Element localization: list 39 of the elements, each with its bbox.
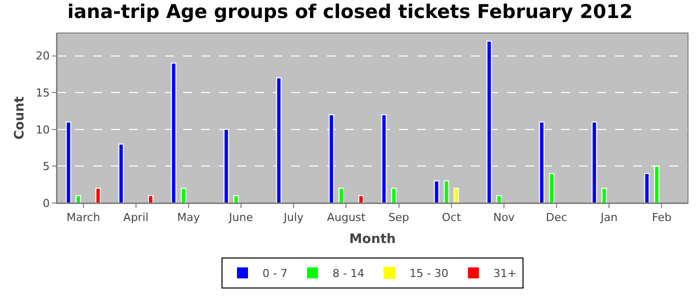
x-tick-label: Feb [652, 211, 672, 224]
bar [95, 188, 101, 203]
y-tick-label: 20 [36, 50, 50, 63]
x-tick-label: August [326, 211, 366, 224]
x-axis-title: Month [349, 232, 396, 247]
x-tick-label: Sep [388, 211, 410, 224]
legend-label: 8 - 14 [332, 267, 364, 280]
bar [148, 195, 154, 203]
bar [434, 180, 440, 203]
bar [338, 188, 344, 203]
x-tick-label: May [177, 211, 200, 224]
x-tick-label: Dec [546, 211, 568, 224]
x-tick-label: Oct [442, 211, 462, 224]
bar [391, 188, 397, 203]
bar [76, 195, 82, 203]
x-tick-label: July [282, 211, 304, 224]
x-tick-label: June [228, 211, 254, 224]
y-tick-label: 5 [42, 160, 50, 174]
y-tick-label: 10 [36, 123, 50, 136]
bar [233, 195, 239, 203]
bar [444, 180, 450, 203]
x-tick-label: April [123, 211, 148, 224]
legend-label: 15 - 30 [409, 267, 448, 280]
y-tick-label: 15 [36, 86, 50, 100]
x-tick-label: March [66, 211, 100, 224]
bar [548, 173, 554, 203]
bar [454, 188, 460, 203]
chart-title: iana-trip Age groups of closed tickets February 2012 [67, 0, 633, 23]
x-tick-label: Nov [493, 211, 516, 224]
bar [496, 195, 502, 203]
bar [358, 195, 364, 203]
bar [180, 188, 186, 203]
bar [644, 173, 650, 203]
legend-label: 31+ [493, 267, 517, 280]
y-axis-title: Count [12, 96, 28, 140]
x-tick-label: Jan [600, 211, 618, 224]
y-tick-label: 0 [42, 196, 50, 210]
bar [601, 188, 607, 203]
legend-label: 0 - 7 [262, 267, 288, 280]
